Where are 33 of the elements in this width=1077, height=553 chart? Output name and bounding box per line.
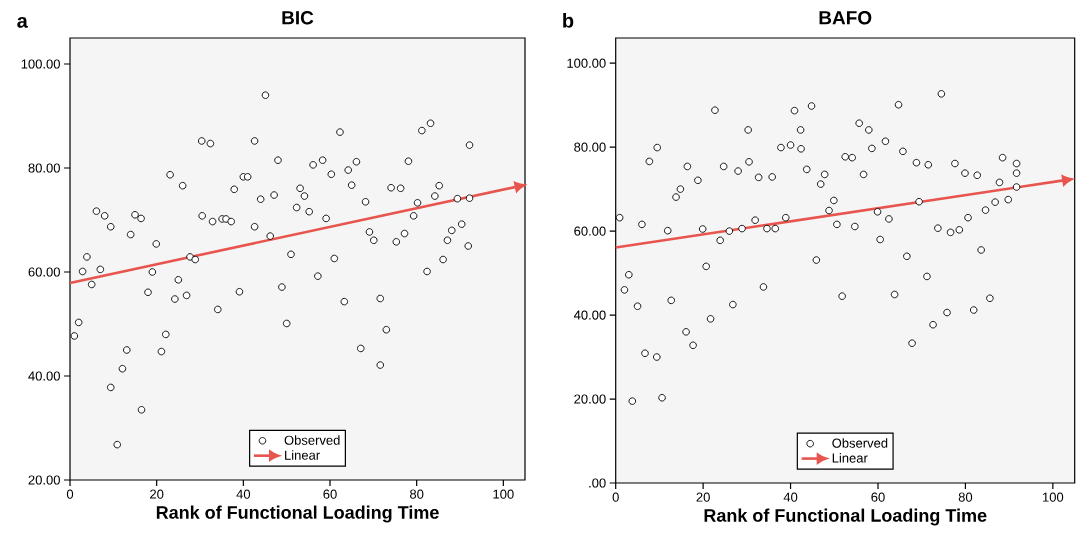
y-tick-label: 80.00 [574,142,606,152]
y-tick-label: 40.00 [28,371,60,381]
text: a [17,16,28,28]
chart-title: BIC [282,11,314,25]
x-axis-title: Rank of Functional Loading Time [704,508,987,526]
y-tick-label: 20.00 [28,475,60,485]
x-tick-label: 60 [871,492,885,502]
x-tick-label: 80 [958,492,973,502]
legend-label: Observed [832,438,888,448]
x-tick-label: 40 [783,492,798,502]
y-tick-label: .00 [589,478,606,488]
legend-label: Linear [832,453,868,463]
x-tick-label: 20 [696,492,710,502]
legend-label: Linear [285,450,320,460]
x-tick-label: 60 [323,489,337,499]
x-tick-label: 0 [66,489,74,499]
y-tick-label: 20.00 [574,394,606,404]
x-tick-label: 20 [150,489,164,499]
x-tick-label: 0 [612,492,619,502]
legend-label: Observed [284,435,340,445]
y-tick-label: 100.00 [567,58,606,68]
y-tick-label: 60.00 [574,226,606,236]
x-tick-label: 80 [410,489,424,499]
y-tick-label: 60.00 [28,267,60,277]
x-tick-label: 100 [1042,492,1064,502]
text: b [563,13,574,28]
y-tick-label: 100.00 [21,59,60,69]
x-tick-label: 40 [236,489,251,499]
y-tick-label: 80.00 [28,163,60,173]
x-axis-title: Rank of Functional Loading Time [156,505,439,523]
x-tick-label: 100 [493,489,514,499]
chart-title: BAFO [819,11,872,25]
y-tick-label: 40.00 [573,310,606,320]
